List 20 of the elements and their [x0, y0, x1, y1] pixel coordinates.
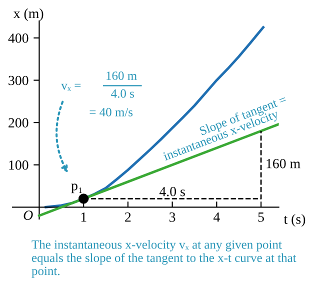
x-tick-label: 2	[125, 212, 131, 222]
annotation: 4.0 s	[111, 89, 134, 98]
text: The instantaneous x-velocity vₓ at any given point equals the slope of the tangent to the x-t curve at that point.	[32, 240, 296, 278]
x-tick-label: 3	[169, 212, 176, 222]
annotation: O	[24, 210, 33, 220]
annotation: 160 m	[106, 72, 137, 80]
y-axis-title: x (m)	[13, 8, 44, 21]
x-tick-label: 5	[258, 212, 264, 222]
y-tick-label: 400	[8, 34, 28, 43]
x-tick-label: 1	[81, 212, 86, 222]
annotation: 160 m	[266, 158, 300, 168]
x-tick-label: 4	[213, 212, 220, 222]
annotation: 4.0 s	[159, 186, 185, 196]
annotation: = 40 m/s	[90, 108, 133, 116]
x-axis-title: t (s)	[284, 214, 306, 227]
y-tick-label: 200	[8, 118, 28, 128]
y-tick-label: 300	[8, 76, 28, 86]
y-tick-label: 100	[9, 160, 28, 170]
annotation: vₓ =	[61, 84, 81, 91]
annotation: p₁	[71, 184, 82, 194]
